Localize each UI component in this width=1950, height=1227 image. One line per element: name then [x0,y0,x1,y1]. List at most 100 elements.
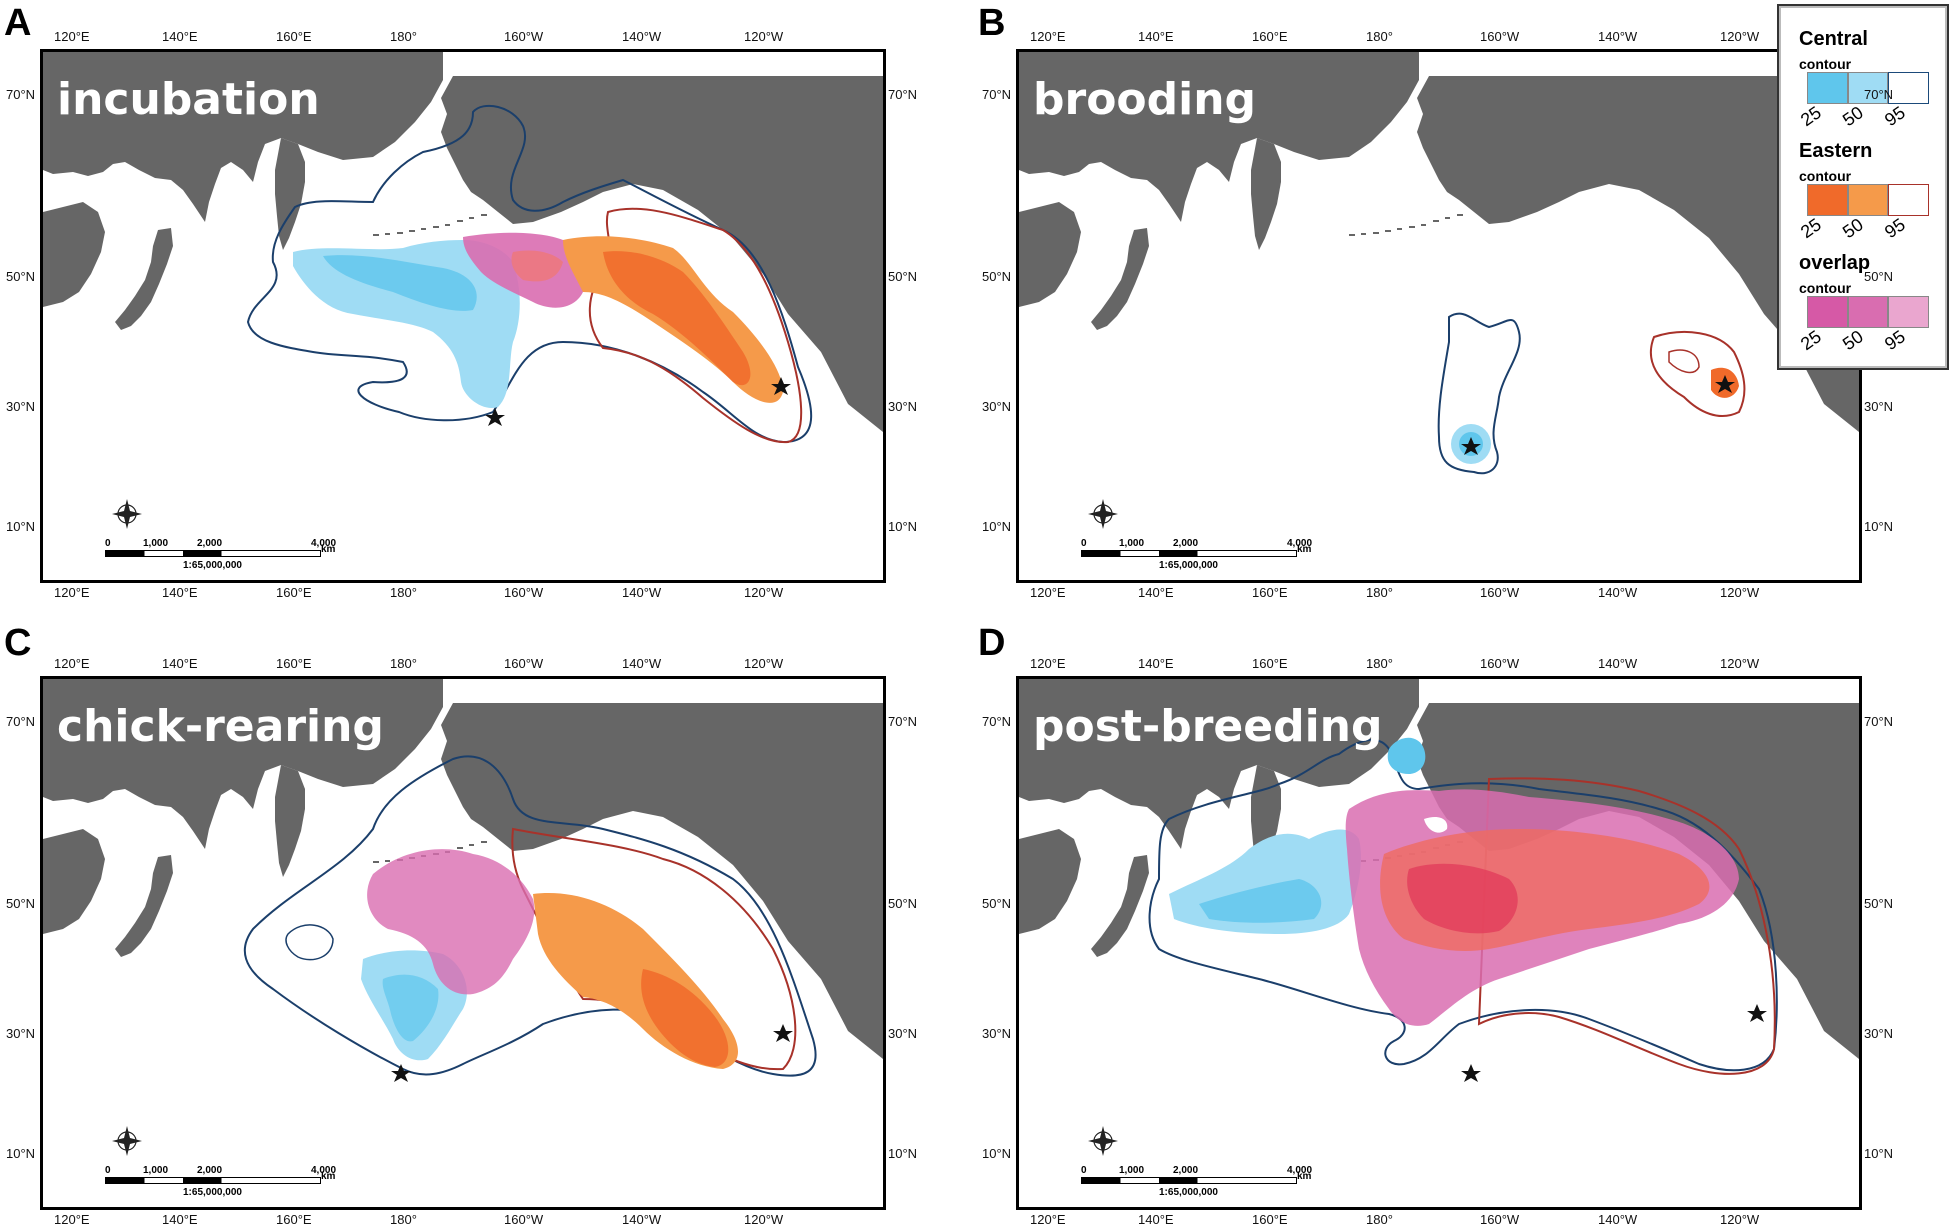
lat-tick-label: 50°N [982,896,1012,911]
lat-tick-label: 10°N [982,1146,1012,1161]
lon-tick-label: 120°E [54,656,90,671]
lon-tick-label: 120°E [1030,656,1066,671]
scale-bar: 0 1,000 2,000 4,000 km 1:65,000,000 [105,538,336,578]
lon-tick-label: 120°W [744,656,784,671]
compass-icon [111,1125,143,1157]
lon-tick-label: 120°E [54,1212,90,1227]
lon-tick-label: 160°W [504,585,544,600]
legend-level: 95 [1880,102,1909,131]
scale-unit: km [321,1171,336,1182]
lon-tick-label: 180° [390,1212,417,1227]
scale-tick: 4,000 [311,538,337,549]
scale-tick: 0 [105,538,111,549]
lon-tick-label: 160°E [1252,29,1288,44]
lat-tick-label: 10°N [6,1146,36,1161]
legend-level: 95 [1880,214,1909,243]
legend-swatch [1807,296,1848,328]
lon-tick-label: 180° [390,29,417,44]
stage-label: brooding [1033,74,1257,125]
map-canvas [43,52,883,530]
lat-tick-label: 30°N [982,1026,1012,1041]
legend-swatch [1807,72,1848,104]
scale-tick: 4,000 [1287,538,1313,549]
lat-tick-label: 10°N [888,1146,918,1161]
legend-swatch [1888,72,1930,104]
lon-tick-label: 160°W [504,656,544,671]
lat-tick-label: 70°N [6,87,36,102]
lon-tick-label: 140°W [1598,1212,1638,1227]
lat-tick-label: 10°N [6,519,36,534]
legend-swatch [1807,184,1848,216]
lat-tick-label: 30°N [1864,1026,1894,1041]
scale-tick: 4,000 [1287,1165,1313,1176]
lat-tick-label: 70°N [1864,714,1894,729]
scale-ratio: 1:65,000,000 [183,560,242,571]
lat-tick-label: 30°N [6,1026,36,1041]
scale-tick: 2,000 [197,538,223,549]
lat-tick-label: 50°N [6,269,36,284]
legend-bar-central [1807,72,1930,104]
lat-tick-label: 30°N [888,399,918,414]
lat-tick-label: 50°N [1864,269,1894,284]
lon-tick-label: 120°W [1720,29,1760,44]
legend-swatch [1847,296,1889,328]
lat-tick-label: 50°N [6,896,36,911]
scale-tick: 1,000 [1119,1165,1145,1176]
stage-label: post-breeding [1033,701,1383,752]
legend-levels: 25 50 95 [1797,326,1947,358]
lon-tick-label: 140°W [1598,29,1638,44]
lat-tick-label: 70°N [982,87,1012,102]
lon-tick-label: 120°W [744,1212,784,1227]
scale-tick: 1,000 [1119,538,1145,549]
lon-tick-label: 160°E [276,585,312,600]
legend-swatch [1847,184,1889,216]
lat-tick-label: 50°N [888,896,918,911]
lon-tick-label: 160°E [276,1212,312,1227]
panel-letter: A [4,2,32,44]
legend-subtitle-overlap: contour [1799,280,1852,296]
lat-tick-label: 10°N [982,519,1012,534]
legend-bar-overlap [1807,296,1930,328]
stage-label: incubation [57,74,320,125]
lon-tick-label: 160°W [1480,585,1520,600]
lat-tick-label: 70°N [982,714,1012,729]
map-canvas [1019,679,1859,1157]
scale-bar-line [105,550,321,557]
lat-tick-label: 30°N [6,399,36,414]
scale-tick: 2,000 [1173,1165,1199,1176]
lon-tick-label: 120°E [1030,585,1066,600]
lon-tick-label: 140°W [622,29,662,44]
lon-tick-label: 160°W [1480,29,1520,44]
lon-tick-label: 140°E [1138,29,1174,44]
panel-letter: B [978,2,1006,44]
map-frame: chick-rearing 0 1,000 2,000 4,000 km 1:65,000,… [40,676,886,1210]
lat-tick-label: 70°N [1864,87,1894,102]
lat-tick-label: 30°N [1864,399,1894,414]
lon-tick-label: 120°W [1720,1212,1760,1227]
lat-tick-label: 70°N [6,714,36,729]
lon-tick-label: 180° [1366,656,1393,671]
legend-levels: 25 50 95 [1797,214,1947,246]
legend-swatch [1888,184,1930,216]
lon-tick-label: 120°W [1720,585,1760,600]
lon-tick-label: 140°E [1138,1212,1174,1227]
scale-tick: 0 [1081,538,1087,549]
compass-icon [1087,1125,1119,1157]
lon-tick-label: 160°W [1480,656,1520,671]
legend-bar-eastern [1807,184,1930,216]
legend-title-overlap: overlap [1799,252,1871,274]
lon-tick-label: 140°E [162,29,198,44]
scale-bar-line [105,1177,321,1184]
lon-tick-label: 180° [1366,1212,1393,1227]
lon-tick-label: 180° [1366,29,1393,44]
lon-tick-label: 120°W [744,585,784,600]
legend-swatch [1847,72,1889,104]
legend-level: 25 [1796,214,1825,243]
lon-tick-label: 160°E [1252,1212,1288,1227]
legend-level: 50 [1838,326,1867,355]
legend-level: 95 [1880,326,1909,355]
compass-icon [111,498,143,530]
lon-tick-label: 140°E [162,585,198,600]
compass-icon [1087,498,1119,530]
scale-unit: km [1297,544,1312,555]
